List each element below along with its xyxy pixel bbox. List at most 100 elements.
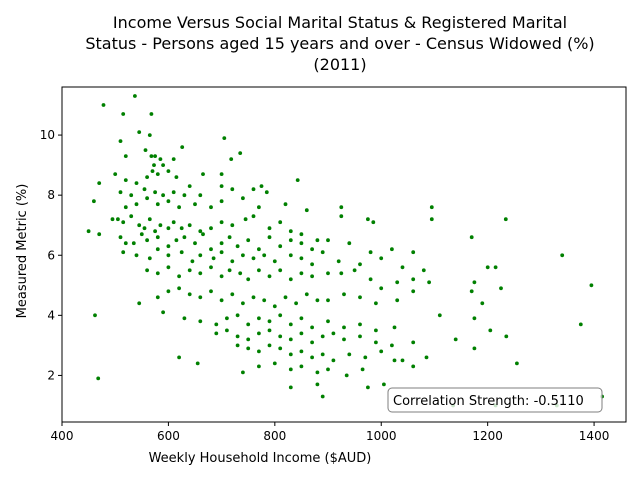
data-point-8 bbox=[123, 154, 128, 159]
data-point-104 bbox=[209, 247, 213, 252]
data-point-225 bbox=[246, 337, 251, 342]
data-point-167 bbox=[368, 277, 373, 282]
data-point-199 bbox=[499, 286, 503, 291]
x-axis: 400 600 800 1000 1200 1400 bbox=[51, 422, 609, 443]
data-point-235 bbox=[358, 334, 362, 339]
data-point-152 bbox=[198, 271, 203, 276]
data-point-239 bbox=[453, 337, 458, 342]
data-point-271 bbox=[515, 361, 519, 366]
data-point-253 bbox=[363, 355, 368, 360]
data-point-220 bbox=[472, 316, 477, 321]
data-point-205 bbox=[225, 316, 229, 321]
data-point-188 bbox=[294, 301, 298, 306]
data-point-68 bbox=[137, 223, 142, 228]
data-point-165 bbox=[339, 271, 344, 276]
x-tick-label-600: 600 bbox=[157, 429, 180, 443]
data-point-240 bbox=[488, 328, 493, 333]
data-point-1 bbox=[133, 94, 137, 98]
data-point-168 bbox=[379, 286, 384, 291]
data-point-62 bbox=[503, 217, 508, 222]
data-point-56 bbox=[257, 205, 261, 210]
data-point-0 bbox=[101, 103, 106, 107]
data-point-217 bbox=[374, 328, 378, 333]
data-point-121 bbox=[134, 253, 139, 258]
data-point-86 bbox=[299, 232, 304, 237]
data-point-13 bbox=[152, 163, 156, 168]
y-tick-label-2: 2 bbox=[47, 368, 55, 382]
data-point-119 bbox=[411, 250, 416, 255]
data-point-98 bbox=[155, 235, 160, 240]
data-point-197 bbox=[469, 289, 474, 294]
data-point-155 bbox=[227, 268, 232, 273]
data-point-126 bbox=[190, 259, 195, 264]
data-point-71 bbox=[153, 229, 158, 234]
data-point-138 bbox=[320, 250, 325, 255]
data-point-137 bbox=[310, 262, 314, 267]
data-point-66 bbox=[121, 220, 126, 225]
data-point-183 bbox=[241, 301, 245, 306]
data-point-30 bbox=[295, 178, 300, 183]
data-point-242 bbox=[235, 343, 240, 348]
data-point-169 bbox=[395, 280, 400, 285]
data-point-194 bbox=[374, 301, 378, 306]
data-point-107 bbox=[235, 244, 240, 249]
data-point-277 bbox=[382, 382, 386, 387]
data-point-100 bbox=[174, 238, 179, 243]
data-point-5 bbox=[147, 133, 152, 138]
data-points bbox=[86, 94, 604, 408]
data-point-70 bbox=[147, 217, 152, 222]
data-point-254 bbox=[379, 349, 384, 354]
data-point-212 bbox=[299, 316, 304, 321]
data-point-55 bbox=[241, 196, 245, 201]
data-point-237 bbox=[390, 343, 394, 348]
data-point-257 bbox=[472, 346, 477, 351]
data-point-250 bbox=[320, 352, 325, 357]
data-point-241 bbox=[504, 334, 509, 339]
data-point-232 bbox=[320, 334, 325, 339]
data-point-145 bbox=[493, 265, 498, 270]
data-point-171 bbox=[427, 280, 431, 285]
data-point-208 bbox=[257, 316, 261, 321]
data-point-125 bbox=[179, 250, 184, 255]
data-point-139 bbox=[336, 259, 341, 264]
data-point-24 bbox=[155, 172, 160, 177]
data-point-154 bbox=[219, 274, 224, 279]
data-point-79 bbox=[219, 220, 224, 225]
data-point-269 bbox=[392, 358, 397, 363]
data-point-110 bbox=[267, 235, 272, 240]
data-point-230 bbox=[299, 331, 304, 336]
data-point-92 bbox=[86, 229, 91, 234]
data-point-63 bbox=[97, 232, 102, 237]
data-point-52 bbox=[193, 202, 197, 207]
data-point-251 bbox=[331, 358, 336, 363]
data-point-122 bbox=[147, 256, 152, 261]
data-point-265 bbox=[315, 370, 320, 375]
data-point-115 bbox=[326, 238, 330, 243]
data-point-93 bbox=[118, 235, 123, 240]
data-point-267 bbox=[344, 373, 349, 378]
data-point-226 bbox=[257, 331, 261, 336]
data-point-37 bbox=[171, 190, 176, 195]
data-point-39 bbox=[198, 193, 203, 198]
data-point-28 bbox=[201, 172, 205, 177]
data-point-202 bbox=[182, 316, 187, 321]
data-point-207 bbox=[246, 322, 251, 327]
data-point-216 bbox=[358, 322, 362, 327]
data-point-173 bbox=[589, 283, 594, 288]
data-point-35 bbox=[153, 190, 158, 195]
data-point-160 bbox=[278, 268, 283, 273]
x-tick-label-800: 800 bbox=[263, 429, 286, 443]
data-point-117 bbox=[368, 250, 373, 255]
x-tick-label-400: 400 bbox=[51, 429, 74, 443]
data-point-83 bbox=[267, 226, 272, 231]
data-point-23 bbox=[150, 169, 155, 174]
data-point-10 bbox=[149, 154, 154, 159]
data-point-67 bbox=[129, 214, 134, 219]
chart-title-line-2: Status - Persons aged 15 years and over … bbox=[85, 34, 594, 53]
data-point-61 bbox=[429, 205, 434, 210]
data-point-221 bbox=[578, 322, 583, 327]
x-axis-label: Weekly Household Income ($AUD) bbox=[149, 451, 372, 466]
data-point-191 bbox=[326, 298, 330, 303]
data-point-103 bbox=[201, 232, 205, 237]
data-point-102 bbox=[193, 241, 197, 246]
